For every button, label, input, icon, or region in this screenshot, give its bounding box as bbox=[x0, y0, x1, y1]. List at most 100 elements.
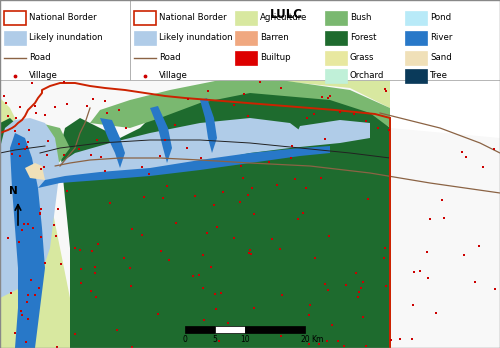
Point bbox=[315, 341, 323, 347]
Point bbox=[28, 226, 36, 231]
Point bbox=[432, 310, 440, 316]
Point bbox=[218, 190, 226, 195]
Point bbox=[37, 207, 45, 212]
Point bbox=[35, 286, 43, 291]
Point bbox=[306, 341, 314, 346]
Polygon shape bbox=[390, 0, 500, 138]
Text: 20: 20 bbox=[300, 335, 310, 344]
Point bbox=[360, 314, 368, 319]
Point bbox=[94, 241, 102, 246]
Point bbox=[374, 125, 382, 131]
Point bbox=[191, 193, 199, 198]
Point bbox=[77, 280, 85, 286]
Point bbox=[380, 86, 388, 92]
Point bbox=[490, 146, 498, 152]
Point bbox=[396, 337, 404, 342]
Polygon shape bbox=[20, 123, 70, 168]
Point bbox=[230, 102, 237, 108]
Point bbox=[382, 88, 390, 94]
Point bbox=[277, 85, 285, 90]
Point bbox=[43, 152, 51, 158]
Point bbox=[128, 227, 136, 232]
Polygon shape bbox=[150, 106, 172, 163]
Polygon shape bbox=[10, 133, 45, 348]
Point bbox=[15, 239, 23, 245]
Point bbox=[24, 139, 32, 144]
Point bbox=[362, 118, 370, 124]
Point bbox=[244, 192, 252, 197]
Point bbox=[460, 252, 468, 258]
Point bbox=[114, 327, 122, 333]
Text: Pond: Pond bbox=[430, 14, 451, 23]
Text: Sand: Sand bbox=[430, 54, 452, 63]
Text: National Border: National Border bbox=[159, 14, 226, 23]
Point bbox=[126, 265, 134, 271]
Point bbox=[154, 311, 162, 317]
Point bbox=[87, 288, 95, 293]
Point bbox=[384, 128, 392, 133]
Point bbox=[302, 185, 310, 191]
Point bbox=[11, 330, 19, 335]
Polygon shape bbox=[90, 80, 390, 128]
Point bbox=[336, 109, 344, 114]
Point bbox=[475, 244, 483, 249]
Point bbox=[103, 111, 111, 116]
Point bbox=[22, 146, 30, 152]
Point bbox=[213, 224, 221, 229]
Point bbox=[292, 176, 300, 181]
Point bbox=[138, 232, 146, 238]
Point bbox=[100, 98, 108, 104]
Point bbox=[44, 37, 52, 43]
Point bbox=[278, 292, 286, 298]
Text: Likely inundation: Likely inundation bbox=[29, 33, 102, 42]
Point bbox=[10, 128, 18, 133]
Point bbox=[288, 143, 296, 149]
Point bbox=[97, 155, 105, 160]
Point bbox=[16, 153, 24, 159]
Point bbox=[340, 343, 348, 348]
Point bbox=[28, 80, 36, 85]
Point bbox=[92, 137, 100, 142]
Bar bbox=[235, 31, 257, 45]
Point bbox=[43, 23, 51, 29]
Point bbox=[246, 247, 254, 253]
Polygon shape bbox=[60, 83, 390, 348]
Point bbox=[380, 245, 388, 251]
Point bbox=[324, 287, 332, 293]
Point bbox=[144, 171, 152, 176]
Point bbox=[8, 151, 16, 157]
Point bbox=[29, 1, 37, 7]
Point bbox=[24, 0, 32, 5]
Point bbox=[24, 316, 32, 322]
Point bbox=[12, 115, 20, 120]
Point bbox=[156, 153, 164, 159]
Bar bbox=[405, 31, 427, 45]
Point bbox=[77, 267, 85, 272]
Point bbox=[208, 264, 216, 270]
Bar bbox=[405, 51, 427, 65]
Bar bbox=[235, 11, 257, 25]
Point bbox=[92, 270, 100, 275]
Point bbox=[8, 290, 16, 295]
Text: 0: 0 bbox=[182, 335, 188, 344]
Point bbox=[325, 233, 333, 239]
Text: Road: Road bbox=[29, 54, 50, 63]
Bar bbox=[245, 326, 305, 333]
Point bbox=[14, 141, 22, 147]
Point bbox=[303, 116, 311, 121]
Point bbox=[342, 282, 350, 287]
Polygon shape bbox=[100, 118, 125, 168]
Bar bbox=[215, 326, 245, 333]
Text: Grass: Grass bbox=[350, 54, 374, 63]
Point bbox=[294, 216, 302, 222]
Point bbox=[195, 272, 203, 277]
Bar bbox=[134, 11, 156, 25]
Point bbox=[189, 274, 197, 279]
Point bbox=[248, 185, 256, 191]
Point bbox=[210, 202, 218, 208]
Point bbox=[30, 48, 38, 54]
Point bbox=[138, 164, 146, 169]
Point bbox=[20, 221, 28, 227]
Point bbox=[183, 145, 191, 151]
Point bbox=[166, 258, 173, 263]
